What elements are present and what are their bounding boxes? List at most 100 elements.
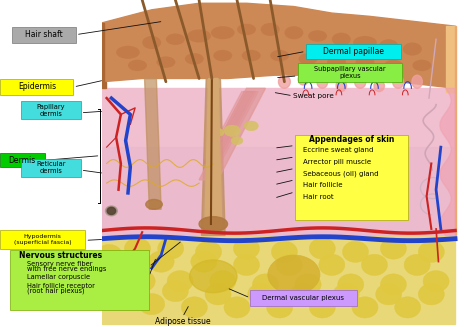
FancyBboxPatch shape <box>298 63 402 82</box>
Ellipse shape <box>327 56 346 68</box>
FancyBboxPatch shape <box>10 250 149 310</box>
FancyBboxPatch shape <box>0 230 85 249</box>
Ellipse shape <box>146 199 162 209</box>
FancyBboxPatch shape <box>0 153 45 167</box>
Ellipse shape <box>237 24 256 35</box>
Text: Nervous structures: Nervous structures <box>19 251 102 260</box>
Ellipse shape <box>116 46 140 59</box>
Ellipse shape <box>162 281 188 301</box>
Text: Dermis: Dermis <box>9 156 36 165</box>
Ellipse shape <box>353 36 377 49</box>
Ellipse shape <box>404 254 430 275</box>
Text: Arrector pili muscle: Arrector pili muscle <box>303 159 372 165</box>
Polygon shape <box>102 82 106 88</box>
FancyBboxPatch shape <box>0 79 73 95</box>
Polygon shape <box>199 88 265 180</box>
Ellipse shape <box>224 297 250 318</box>
Text: Sensory nerve fiber: Sensory nerve fiber <box>27 261 93 267</box>
Ellipse shape <box>374 80 384 92</box>
Ellipse shape <box>384 60 403 71</box>
Ellipse shape <box>105 206 117 216</box>
Ellipse shape <box>190 260 237 293</box>
Text: Epidermis: Epidermis <box>18 82 56 92</box>
Polygon shape <box>102 3 455 88</box>
FancyBboxPatch shape <box>250 290 357 306</box>
Polygon shape <box>102 235 455 324</box>
Polygon shape <box>204 92 254 164</box>
Text: (root hair plexus): (root hair plexus) <box>27 288 85 294</box>
Text: Appendages of skin: Appendages of skin <box>309 135 394 144</box>
Ellipse shape <box>252 274 279 295</box>
Ellipse shape <box>271 241 298 262</box>
FancyBboxPatch shape <box>0 0 102 327</box>
Text: Hair shaft: Hair shaft <box>25 30 63 39</box>
Ellipse shape <box>356 56 374 68</box>
Ellipse shape <box>352 297 378 318</box>
Polygon shape <box>206 92 256 164</box>
FancyBboxPatch shape <box>21 159 81 177</box>
Polygon shape <box>145 78 161 209</box>
Ellipse shape <box>131 255 135 258</box>
Ellipse shape <box>156 56 175 68</box>
Ellipse shape <box>278 75 290 88</box>
Ellipse shape <box>128 60 147 71</box>
Text: Lamellar corpuscle: Lamellar corpuscle <box>27 274 91 280</box>
Ellipse shape <box>195 241 221 262</box>
Ellipse shape <box>115 284 141 305</box>
Ellipse shape <box>138 294 165 315</box>
Ellipse shape <box>380 238 406 259</box>
Text: Papillary
dermis: Papillary dermis <box>36 104 65 117</box>
Text: Hair follicle receptor: Hair follicle receptor <box>27 283 95 289</box>
Ellipse shape <box>107 207 116 215</box>
Ellipse shape <box>355 75 366 88</box>
Ellipse shape <box>392 76 403 88</box>
Ellipse shape <box>96 245 122 266</box>
Polygon shape <box>440 88 455 235</box>
Polygon shape <box>446 26 455 92</box>
Text: Adipose tissue: Adipose tissue <box>155 317 210 326</box>
Ellipse shape <box>129 271 155 292</box>
Ellipse shape <box>167 271 193 292</box>
Ellipse shape <box>205 284 231 305</box>
Ellipse shape <box>295 274 321 295</box>
Ellipse shape <box>187 29 211 43</box>
Ellipse shape <box>148 251 174 272</box>
Ellipse shape <box>212 128 224 137</box>
Polygon shape <box>102 147 455 235</box>
Ellipse shape <box>379 39 398 52</box>
Ellipse shape <box>309 297 336 318</box>
Ellipse shape <box>142 36 161 49</box>
Ellipse shape <box>191 251 217 272</box>
Ellipse shape <box>270 50 289 61</box>
Ellipse shape <box>309 238 336 259</box>
Ellipse shape <box>233 254 260 275</box>
Ellipse shape <box>361 254 388 275</box>
FancyBboxPatch shape <box>295 135 408 220</box>
Ellipse shape <box>337 274 364 295</box>
Text: Eccrine sweat gland: Eccrine sweat gland <box>303 147 374 153</box>
Ellipse shape <box>336 79 346 92</box>
Ellipse shape <box>248 284 274 305</box>
Ellipse shape <box>231 137 243 145</box>
Ellipse shape <box>185 53 204 65</box>
Text: Dermal papillae: Dermal papillae <box>323 47 383 56</box>
Text: Sweat pore: Sweat pore <box>293 94 334 99</box>
Ellipse shape <box>261 23 280 36</box>
Polygon shape <box>201 78 225 235</box>
Ellipse shape <box>181 297 207 318</box>
Ellipse shape <box>342 241 369 262</box>
Ellipse shape <box>319 254 345 275</box>
Text: Dermal vascular plexus: Dermal vascular plexus <box>263 295 344 301</box>
Ellipse shape <box>418 241 445 262</box>
Ellipse shape <box>308 30 327 42</box>
Text: Hair follicle: Hair follicle <box>303 182 343 188</box>
Ellipse shape <box>317 75 328 88</box>
Ellipse shape <box>375 284 401 305</box>
Ellipse shape <box>423 271 449 292</box>
Ellipse shape <box>268 255 320 294</box>
Ellipse shape <box>210 271 236 292</box>
Ellipse shape <box>380 274 406 295</box>
Ellipse shape <box>157 238 183 259</box>
Ellipse shape <box>213 50 232 61</box>
Polygon shape <box>102 88 455 235</box>
